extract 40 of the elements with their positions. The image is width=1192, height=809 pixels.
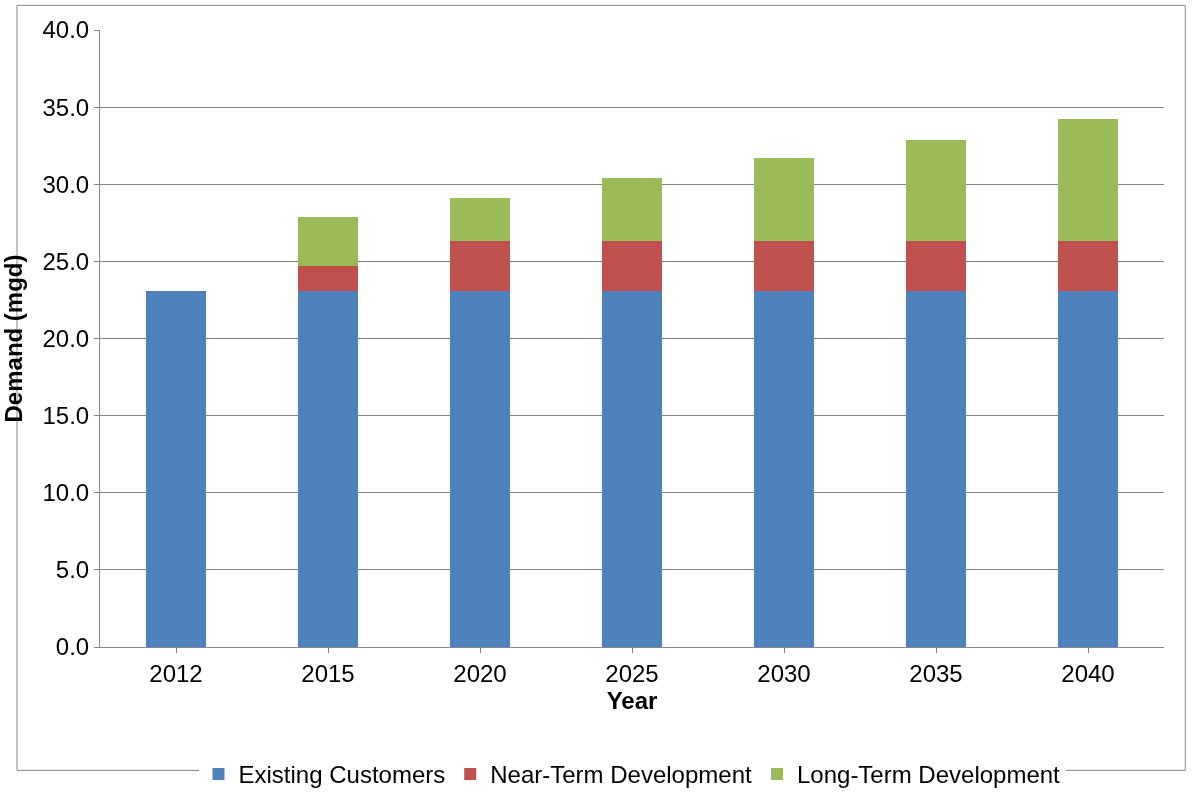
y-tick-label: 40.0	[42, 16, 90, 44]
bar	[1057, 241, 1119, 291]
x-tick-label: 2040	[1061, 659, 1115, 687]
bar	[449, 241, 511, 291]
y-tick-label: 25.0	[42, 247, 90, 275]
legend-label: Long-Term Development	[796, 761, 1061, 789]
x-axis-title: Year	[606, 686, 658, 714]
y-tick-label: 0.0	[55, 633, 90, 661]
bar	[905, 290, 967, 647]
bar	[1057, 119, 1119, 242]
bar	[601, 290, 663, 647]
bar	[297, 266, 359, 291]
y-tick-label: 15.0	[42, 402, 90, 430]
legend-label: Near-Term Development	[490, 761, 752, 789]
y-tick-label: 35.0	[42, 93, 90, 121]
y-tick-label: 5.0	[55, 556, 90, 584]
bar	[449, 198, 511, 242]
bar	[753, 241, 815, 291]
bar	[601, 178, 663, 242]
bar	[297, 216, 359, 266]
bar	[905, 139, 967, 242]
y-tick-label: 10.0	[42, 479, 90, 507]
y-axis-title: Demand (mgd)	[0, 254, 27, 423]
legend-label: Existing Customers	[238, 761, 446, 789]
x-tick-label: 2015	[301, 659, 355, 687]
x-tick-label: 2035	[909, 659, 963, 687]
bar	[905, 241, 967, 291]
x-tick-label: 2012	[149, 659, 203, 687]
bar	[601, 241, 663, 291]
bar	[297, 290, 359, 647]
y-tick-label: 30.0	[42, 170, 90, 198]
bar	[145, 290, 207, 647]
x-tick-label: 2030	[757, 659, 811, 687]
bar	[1057, 290, 1119, 647]
bar	[753, 290, 815, 647]
y-tick-label: 20.0	[42, 324, 90, 352]
x-tick-label: 2020	[453, 659, 507, 687]
bar	[753, 158, 815, 242]
bar	[449, 290, 511, 647]
x-tick-label: 2025	[605, 659, 659, 687]
